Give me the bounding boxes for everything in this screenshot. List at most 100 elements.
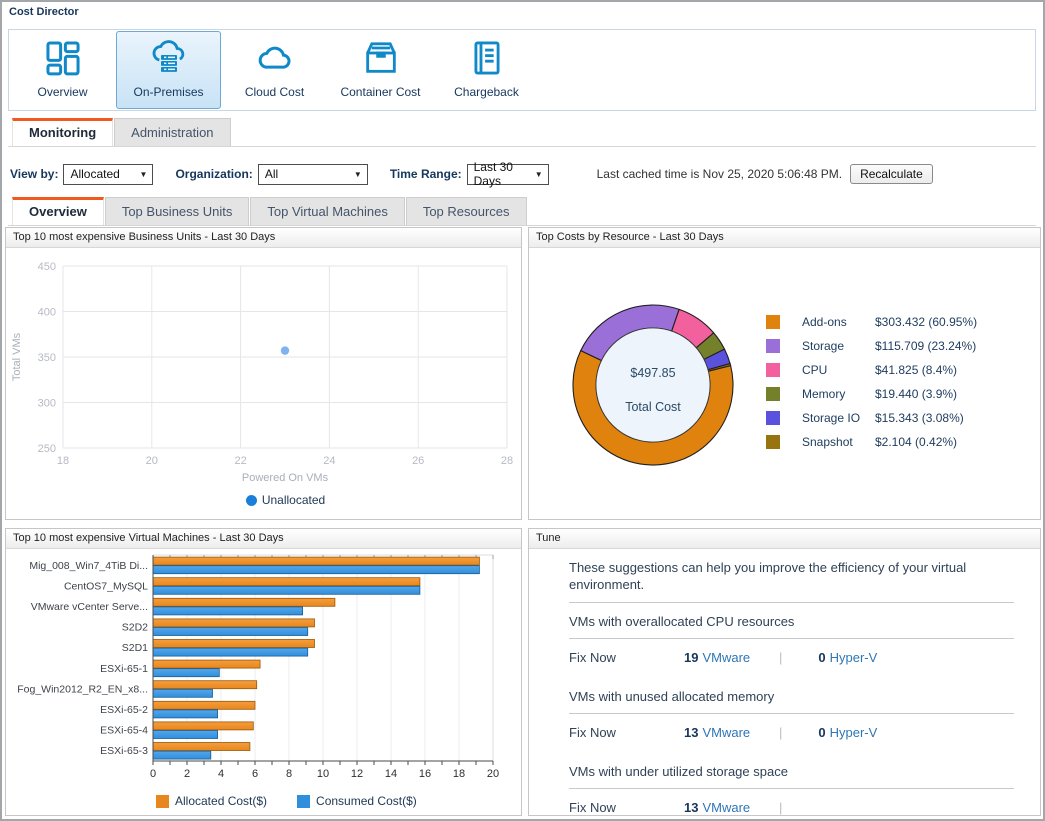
fix-now-link[interactable]: Fix Now [569, 725, 684, 740]
svg-text:S2D2: S2D2 [122, 622, 148, 634]
view-by-select[interactable]: Allocated▼ [63, 164, 153, 185]
toolbar-button-container-cost[interactable]: Container Cost [328, 31, 433, 109]
toolbar-button-label: Overview [37, 85, 87, 99]
svg-text:Total VMs: Total VMs [11, 332, 23, 381]
svg-text:10: 10 [317, 768, 329, 780]
tune-row-storage: Fix Now 13VMware | [569, 798, 1014, 815]
allocated-cost-swatch [156, 795, 169, 808]
toolbar-button-chargeback[interactable]: Chargeback [434, 31, 539, 109]
view-by-label: View by: [10, 167, 58, 181]
svg-text:S2D1: S2D1 [122, 642, 148, 654]
organization-select[interactable]: All▼ [258, 164, 368, 185]
svg-text:300: 300 [38, 398, 56, 410]
panel-title: Top Costs by Resource - Last 30 Days [529, 228, 1040, 248]
last-cached-time-text: Last cached time is Nov 25, 2020 5:06:48… [597, 167, 842, 181]
storage-swatch [766, 339, 780, 353]
svg-text:22: 22 [234, 455, 246, 467]
svg-text:0: 0 [150, 768, 156, 780]
fix-now-link[interactable]: Fix Now [569, 800, 684, 815]
storage-io-swatch [766, 411, 780, 425]
cost-director-window: Cost Director Overview [0, 0, 1045, 821]
filter-bar: View by: Allocated▼ Organization: All▼ T… [8, 161, 1036, 187]
recalculate-button[interactable]: Recalculate [850, 164, 933, 184]
divider: | [779, 650, 782, 665]
svg-text:400: 400 [38, 307, 56, 319]
svg-text:Fog_Win2012_R2_EN_x8...: Fog_Win2012_R2_EN_x8... [17, 683, 148, 695]
subtab-top-virtual-machines[interactable]: Top Virtual Machines [250, 197, 404, 225]
chevron-down-icon: ▼ [140, 170, 148, 179]
cpu-swatch [766, 363, 780, 377]
subtab-top-business-units[interactable]: Top Business Units [105, 197, 250, 225]
fix-now-link[interactable]: Fix Now [569, 650, 684, 665]
svg-text:18: 18 [453, 768, 465, 780]
toolbar-button-label: Container Cost [340, 85, 420, 99]
vmware-count-link[interactable]: 13VMware [684, 725, 779, 740]
vmware-count-link[interactable]: 19VMware [684, 650, 779, 665]
scatter-legend: Unallocated [6, 493, 521, 507]
time-range-label: Time Range: [390, 167, 462, 181]
svg-text:28: 28 [501, 455, 513, 467]
vmware-count-link[interactable]: 13VMware [684, 800, 779, 815]
panel-business-units: Top 10 most expensive Business Units - L… [5, 227, 522, 520]
snapshot-swatch [766, 435, 780, 449]
divider: | [779, 800, 782, 815]
ledger-icon [468, 32, 506, 83]
svg-text:2: 2 [184, 768, 190, 780]
tab-administration[interactable]: Administration [114, 118, 230, 146]
svg-text:VMware vCenter Serve...: VMware vCenter Serve... [31, 601, 148, 613]
resource-cost-donut-chart: $497.85Total Cost [529, 254, 766, 510]
toolbar-button-on-premises[interactable]: On-Premises [116, 31, 221, 109]
page-title: Cost Director [9, 6, 79, 18]
svg-text:ESXi-65-1: ESXi-65-1 [100, 663, 148, 675]
svg-text:ESXi-65-4: ESXi-65-4 [100, 725, 148, 737]
spacer [569, 665, 1014, 687]
svg-text:24: 24 [323, 455, 335, 467]
chevron-down-icon: ▼ [535, 170, 543, 179]
svg-text:350: 350 [38, 352, 56, 364]
unallocated-legend-label: Unallocated [262, 493, 325, 507]
business-units-scatter-chart: 182022242628250300350400450Powered On VM… [6, 248, 519, 488]
module-toolbar: Overview On-Premise [8, 29, 1036, 111]
toolbar-button-overview[interactable]: Overview [10, 31, 115, 109]
svg-text:Powered On VMs: Powered On VMs [242, 472, 329, 484]
svg-text:26: 26 [412, 455, 424, 467]
svg-text:250: 250 [38, 443, 56, 455]
svg-text:CentOS7_MySQL: CentOS7_MySQL [64, 580, 148, 592]
tune-row-cpu: Fix Now 19VMware | 0Hyper-V [569, 648, 1014, 665]
toolbar-button-label: On-Premises [133, 85, 203, 99]
divider [569, 713, 1014, 714]
bar-chart-legend: Allocated Cost($) Consumed Cost($) [156, 794, 521, 808]
toolbar-button-label: Chargeback [454, 85, 519, 99]
svg-text:ESXi-65-3: ESXi-65-3 [100, 745, 148, 757]
organization-label: Organization: [175, 167, 252, 181]
donut-chart-wrap: $497.85Total Cost [529, 250, 766, 515]
svg-text:6: 6 [252, 768, 258, 780]
unallocated-legend-dot [246, 495, 257, 506]
cloud-icon [255, 32, 295, 83]
panel-top-virtual-machines: Top 10 most expensive Virtual Machines -… [5, 528, 522, 816]
hyperv-count-link[interactable]: 0Hyper-V [818, 725, 877, 740]
dashboard-grid-icon [44, 32, 82, 83]
allocated-cost-legend-item: Allocated Cost($) [156, 794, 267, 808]
tune-section-title-cpu: VMs with overallocated CPU resources [569, 612, 1014, 629]
consumed-cost-swatch [297, 795, 310, 808]
tune-section-title-memory: VMs with unused allocated memory [569, 687, 1014, 704]
svg-text:20: 20 [487, 768, 499, 780]
divider: | [779, 725, 782, 740]
time-range-select[interactable]: Last 30 Days▼ [467, 164, 549, 185]
svg-text:450: 450 [38, 261, 56, 273]
spacer [569, 740, 1014, 762]
panel-title: Top 10 most expensive Virtual Machines -… [6, 529, 521, 549]
main-tab-bar: Monitoring Administration [8, 118, 1036, 147]
subtab-top-resources[interactable]: Top Resources [406, 197, 527, 225]
tab-monitoring[interactable]: Monitoring [12, 118, 113, 146]
svg-text:4: 4 [218, 768, 224, 780]
subtab-overview[interactable]: Overview [12, 197, 104, 225]
hyperv-count-link[interactable]: 0Hyper-V [818, 650, 877, 665]
virtual-machines-bar-chart: Mig_008_Win7_4TiB Di...CentOS7_MySQLVMwa… [6, 549, 519, 785]
svg-text:8: 8 [286, 768, 292, 780]
toolbar-button-cloud-cost[interactable]: Cloud Cost [222, 31, 327, 109]
divider [569, 638, 1014, 639]
legend-item-memory: Memory $19.440 (3.9%) [766, 382, 977, 406]
add-ons-swatch [766, 315, 780, 329]
